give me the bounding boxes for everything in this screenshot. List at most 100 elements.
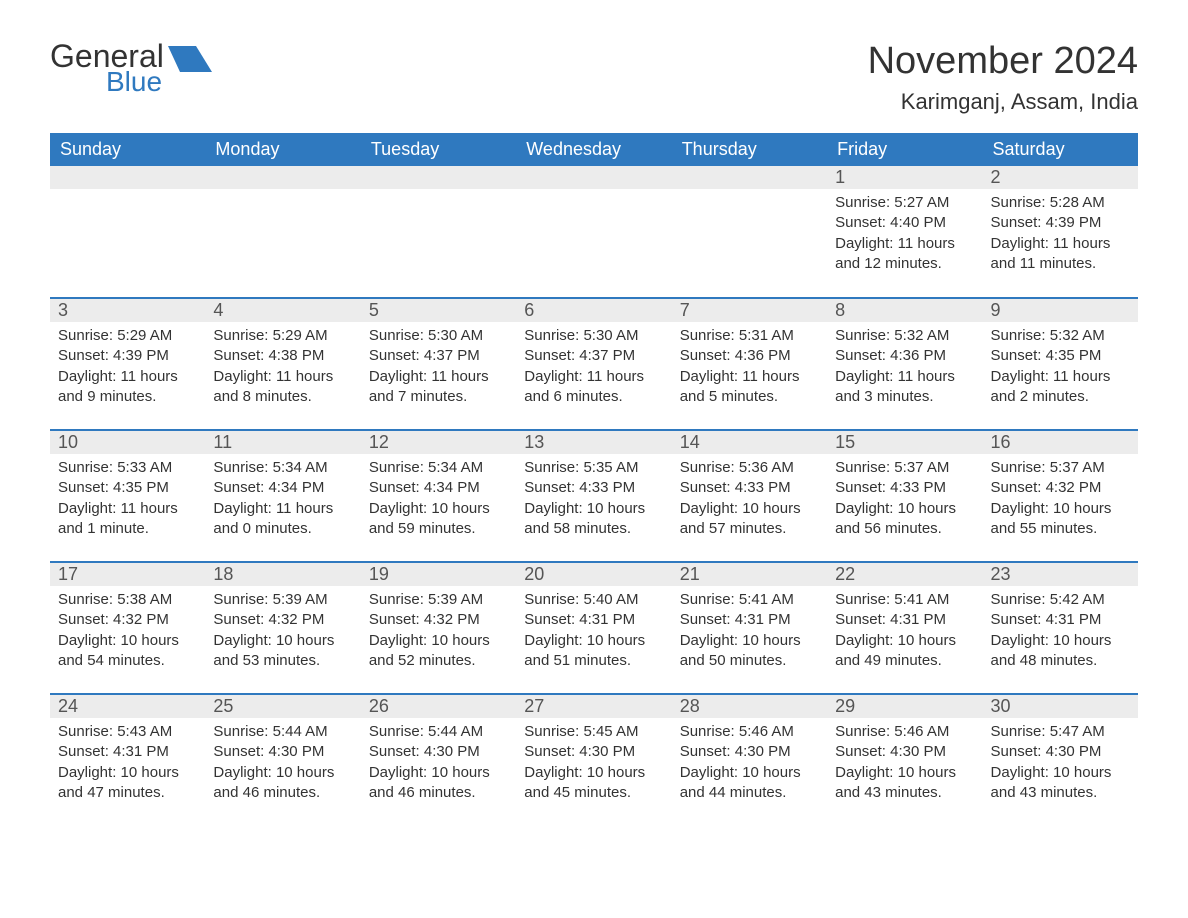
calendar-cell: 24Sunrise: 5:43 AMSunset: 4:31 PMDayligh… [50, 694, 205, 826]
sunset-line: Sunset: 4:30 PM [369, 742, 508, 762]
day-header: Sunday [50, 133, 205, 166]
sunset-line: Sunset: 4:31 PM [58, 742, 197, 762]
day-body: Sunrise: 5:31 AMSunset: 4:36 PMDaylight:… [672, 322, 827, 415]
day-number: 22 [827, 563, 982, 586]
daylight-line: Daylight: 11 hours and 3 minutes. [835, 367, 974, 408]
day-body: Sunrise: 5:47 AMSunset: 4:30 PMDaylight:… [983, 718, 1138, 811]
day-body: Sunrise: 5:32 AMSunset: 4:35 PMDaylight:… [983, 322, 1138, 415]
day-number: 13 [516, 431, 671, 454]
calendar-cell: 12Sunrise: 5:34 AMSunset: 4:34 PMDayligh… [361, 430, 516, 562]
daylight-line: Daylight: 10 hours and 48 minutes. [991, 631, 1130, 672]
sunset-line: Sunset: 4:39 PM [991, 213, 1130, 233]
daylight-line: Daylight: 11 hours and 8 minutes. [213, 367, 352, 408]
day-number: 3 [50, 299, 205, 322]
daylight-line: Daylight: 11 hours and 7 minutes. [369, 367, 508, 408]
daylight-line: Daylight: 10 hours and 43 minutes. [835, 763, 974, 804]
sunrise-line: Sunrise: 5:28 AM [991, 193, 1130, 213]
day-number: 4 [205, 299, 360, 322]
day-body: Sunrise: 5:40 AMSunset: 4:31 PMDaylight:… [516, 586, 671, 679]
sunset-line: Sunset: 4:36 PM [835, 346, 974, 366]
sunrise-line: Sunrise: 5:44 AM [213, 722, 352, 742]
day-body: Sunrise: 5:32 AMSunset: 4:36 PMDaylight:… [827, 322, 982, 415]
day-number: 1 [827, 166, 982, 189]
day-body: Sunrise: 5:34 AMSunset: 4:34 PMDaylight:… [361, 454, 516, 547]
location: Karimganj, Assam, India [868, 89, 1138, 115]
day-body: Sunrise: 5:37 AMSunset: 4:33 PMDaylight:… [827, 454, 982, 547]
sunrise-line: Sunrise: 5:27 AM [835, 193, 974, 213]
calendar-cell: 5Sunrise: 5:30 AMSunset: 4:37 PMDaylight… [361, 298, 516, 430]
day-body: Sunrise: 5:46 AMSunset: 4:30 PMDaylight:… [672, 718, 827, 811]
calendar-table: SundayMondayTuesdayWednesdayThursdayFrid… [50, 133, 1138, 826]
day-header: Tuesday [361, 133, 516, 166]
daylight-line: Daylight: 10 hours and 44 minutes. [680, 763, 819, 804]
day-number: 30 [983, 695, 1138, 718]
sunrise-line: Sunrise: 5:43 AM [58, 722, 197, 742]
sunrise-line: Sunrise: 5:40 AM [524, 590, 663, 610]
calendar-cell: 0 [205, 166, 360, 298]
day-body: Sunrise: 5:38 AMSunset: 4:32 PMDaylight:… [50, 586, 205, 679]
sunset-line: Sunset: 4:32 PM [991, 478, 1130, 498]
day-number: 11 [205, 431, 360, 454]
sunset-line: Sunset: 4:39 PM [58, 346, 197, 366]
daylight-line: Daylight: 10 hours and 54 minutes. [58, 631, 197, 672]
daylight-line: Daylight: 10 hours and 56 minutes. [835, 499, 974, 540]
calendar-row: 10Sunrise: 5:33 AMSunset: 4:35 PMDayligh… [50, 430, 1138, 562]
day-number: 21 [672, 563, 827, 586]
daylight-line: Daylight: 11 hours and 1 minute. [58, 499, 197, 540]
day-number: 18 [205, 563, 360, 586]
sunrise-line: Sunrise: 5:34 AM [369, 458, 508, 478]
day-body: Sunrise: 5:41 AMSunset: 4:31 PMDaylight:… [672, 586, 827, 679]
daylight-line: Daylight: 10 hours and 59 minutes. [369, 499, 508, 540]
day-header: Friday [827, 133, 982, 166]
calendar-cell: 26Sunrise: 5:44 AMSunset: 4:30 PMDayligh… [361, 694, 516, 826]
calendar-cell: 29Sunrise: 5:46 AMSunset: 4:30 PMDayligh… [827, 694, 982, 826]
day-number: 19 [361, 563, 516, 586]
day-number: 7 [672, 299, 827, 322]
sunrise-line: Sunrise: 5:31 AM [680, 326, 819, 346]
calendar-cell: 14Sunrise: 5:36 AMSunset: 4:33 PMDayligh… [672, 430, 827, 562]
sunset-line: Sunset: 4:33 PM [524, 478, 663, 498]
calendar-cell: 22Sunrise: 5:41 AMSunset: 4:31 PMDayligh… [827, 562, 982, 694]
day-header: Wednesday [516, 133, 671, 166]
day-number: 9 [983, 299, 1138, 322]
sunset-line: Sunset: 4:37 PM [369, 346, 508, 366]
calendar-cell: 13Sunrise: 5:35 AMSunset: 4:33 PMDayligh… [516, 430, 671, 562]
calendar-row: 24Sunrise: 5:43 AMSunset: 4:31 PMDayligh… [50, 694, 1138, 826]
sunset-line: Sunset: 4:37 PM [524, 346, 663, 366]
daylight-line: Daylight: 10 hours and 43 minutes. [991, 763, 1130, 804]
day-body: Sunrise: 5:44 AMSunset: 4:30 PMDaylight:… [361, 718, 516, 811]
daylight-line: Daylight: 11 hours and 6 minutes. [524, 367, 663, 408]
sunrise-line: Sunrise: 5:29 AM [58, 326, 197, 346]
day-body: Sunrise: 5:28 AMSunset: 4:39 PMDaylight:… [983, 189, 1138, 282]
day-number: 2 [983, 166, 1138, 189]
day-number: 6 [516, 299, 671, 322]
logo: General Blue [50, 40, 212, 96]
day-number: 20 [516, 563, 671, 586]
sunrise-line: Sunrise: 5:30 AM [369, 326, 508, 346]
day-body: Sunrise: 5:30 AMSunset: 4:37 PMDaylight:… [516, 322, 671, 415]
sunrise-line: Sunrise: 5:29 AM [213, 326, 352, 346]
day-body: Sunrise: 5:39 AMSunset: 4:32 PMDaylight:… [361, 586, 516, 679]
day-number: 15 [827, 431, 982, 454]
logo-text-blue: Blue [106, 68, 164, 96]
day-number-empty: 0 [50, 166, 205, 189]
calendar-cell: 3Sunrise: 5:29 AMSunset: 4:39 PMDaylight… [50, 298, 205, 430]
calendar-cell: 28Sunrise: 5:46 AMSunset: 4:30 PMDayligh… [672, 694, 827, 826]
day-number: 14 [672, 431, 827, 454]
day-body: Sunrise: 5:27 AMSunset: 4:40 PMDaylight:… [827, 189, 982, 282]
daylight-line: Daylight: 10 hours and 50 minutes. [680, 631, 819, 672]
sunrise-line: Sunrise: 5:44 AM [369, 722, 508, 742]
calendar-cell: 15Sunrise: 5:37 AMSunset: 4:33 PMDayligh… [827, 430, 982, 562]
calendar-cell: 11Sunrise: 5:34 AMSunset: 4:34 PMDayligh… [205, 430, 360, 562]
day-body: Sunrise: 5:46 AMSunset: 4:30 PMDaylight:… [827, 718, 982, 811]
daylight-line: Daylight: 10 hours and 46 minutes. [369, 763, 508, 804]
day-header: Thursday [672, 133, 827, 166]
month-title: November 2024 [868, 40, 1138, 83]
sunset-line: Sunset: 4:40 PM [835, 213, 974, 233]
day-body: Sunrise: 5:37 AMSunset: 4:32 PMDaylight:… [983, 454, 1138, 547]
sunrise-line: Sunrise: 5:36 AM [680, 458, 819, 478]
sunset-line: Sunset: 4:31 PM [524, 610, 663, 630]
sunset-line: Sunset: 4:30 PM [680, 742, 819, 762]
title-group: November 2024 Karimganj, Assam, India [868, 40, 1138, 115]
sunset-line: Sunset: 4:31 PM [835, 610, 974, 630]
